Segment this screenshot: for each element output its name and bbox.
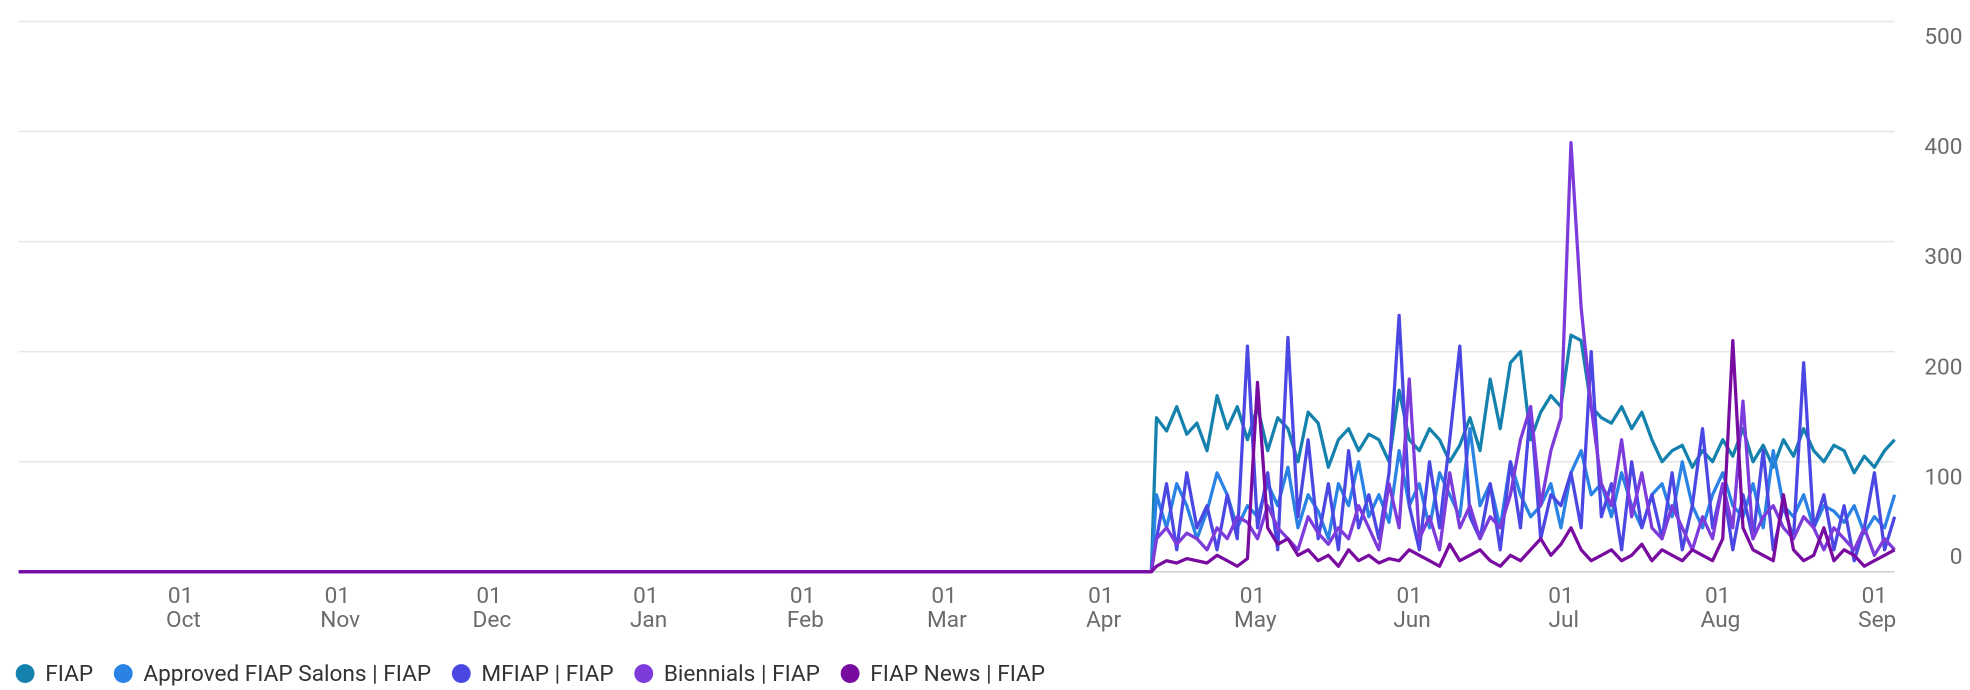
- legend-label: FIAP: [45, 660, 93, 687]
- legend-item: Approved FIAP Salons | FIAP: [113, 660, 431, 687]
- x-tick-label: 01 Feb: [781, 582, 824, 633]
- x-tick-label: 01 Oct: [160, 582, 200, 633]
- x-tick-label: 01 Sep: [1853, 582, 1897, 633]
- legend-label: Approved FIAP Salons | FIAP: [143, 660, 431, 687]
- legend-marker: [634, 664, 654, 683]
- x-tick-label: 01 Jul: [1543, 582, 1579, 633]
- legend-item: FIAP News | FIAP: [840, 660, 1045, 687]
- x-tick-label: 01 Nov: [315, 582, 360, 633]
- x-tick-label: 01 Aug: [1695, 582, 1740, 633]
- legend-label: Biennials | FIAP: [664, 660, 820, 687]
- series-line: [18, 313, 1897, 574]
- y-tick-label: 200: [1924, 353, 1962, 380]
- legend-item: MFIAP | FIAP: [451, 660, 614, 687]
- y-tick-label: 500: [1924, 23, 1962, 50]
- y-tick-label: 300: [1924, 243, 1962, 270]
- legend-label: MFIAP | FIAP: [481, 660, 613, 687]
- series-line: [18, 338, 1896, 574]
- x-tick-label: 01 Jun: [1388, 582, 1431, 633]
- legend-item: FIAP: [15, 660, 93, 687]
- series-line: [18, 140, 1896, 574]
- x-tick-label: 01 Mar: [921, 582, 967, 633]
- legend-label: FIAP News | FIAP: [870, 660, 1045, 687]
- y-tick-label: 0: [1950, 543, 1963, 570]
- legend-marker: [113, 664, 133, 683]
- y-tick-label: 400: [1924, 133, 1962, 160]
- legend-marker: [15, 664, 35, 683]
- legend-marker: [451, 664, 471, 683]
- x-tick-label: 01 May: [1228, 582, 1276, 633]
- legend-item: Biennials | FIAP: [634, 660, 820, 687]
- legend-marker: [840, 664, 860, 683]
- series-line: [18, 333, 1896, 574]
- x-tick-label: 01 Apr: [1080, 582, 1121, 633]
- x-tick-label: 01 Dec: [467, 582, 511, 633]
- y-tick-label: 100: [1924, 463, 1962, 490]
- x-tick-label: 01 Jan: [624, 582, 667, 633]
